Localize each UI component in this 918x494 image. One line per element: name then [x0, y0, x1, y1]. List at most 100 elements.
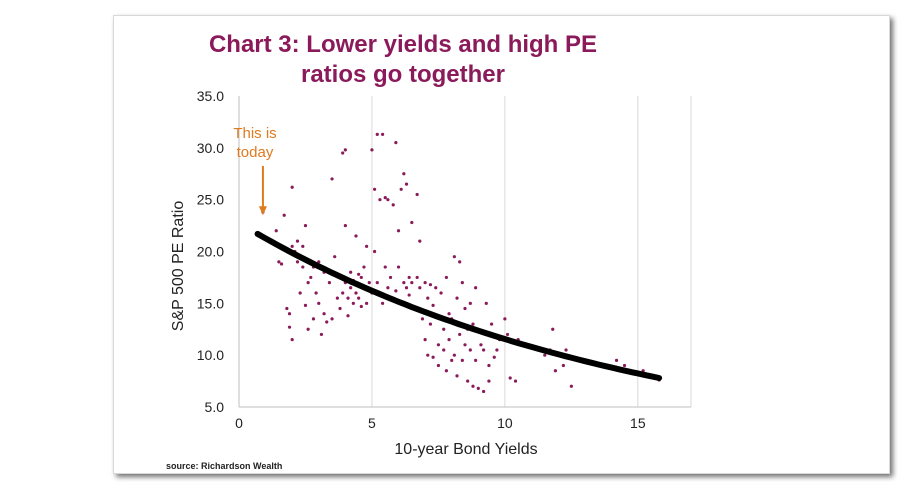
scatter-point [295, 239, 300, 243]
y-tick-label: 25.0 [197, 192, 224, 208]
scatter-point [569, 384, 573, 388]
scatter-point [482, 389, 486, 394]
scatter-point [295, 260, 300, 264]
scatter-point [285, 306, 289, 311]
scatter-point [487, 379, 491, 383]
chart: Chart 3: Lower yields and high PE ratios… [166, 31, 692, 471]
scatter-point [373, 249, 377, 254]
scatter-point [543, 353, 547, 357]
y-tick-label: 20.0 [197, 244, 224, 260]
scatter-point [431, 355, 435, 359]
scatter-point [341, 291, 345, 295]
scatter-point [442, 348, 446, 352]
scatter-point [468, 301, 472, 305]
scatter-point [503, 317, 507, 321]
scatter-point [349, 286, 353, 290]
scatter-point [279, 262, 284, 266]
scatter-point [370, 148, 374, 152]
scatter-point [378, 198, 382, 202]
annotation-line-2: today [237, 144, 274, 161]
scatter-point [426, 353, 430, 357]
scatter-point [341, 151, 345, 155]
scatter-point [319, 332, 324, 337]
scatter-point [561, 363, 565, 368]
scatter-point [452, 353, 456, 357]
scatter-point [553, 369, 557, 373]
scatter-point [399, 187, 403, 191]
scatter-point [375, 132, 379, 136]
scatter-point [325, 320, 329, 324]
scatter-point [301, 244, 305, 248]
scatter-point [415, 192, 419, 197]
scatter-point [423, 281, 427, 285]
scatter-points [261, 132, 661, 394]
x-tick-label: 15 [630, 415, 646, 431]
scatter-point [622, 363, 627, 368]
scatter-point [442, 327, 446, 331]
scatter-point [428, 322, 433, 326]
scatter-point [314, 291, 318, 295]
x-tick-label: 0 [235, 415, 243, 431]
scatter-point [386, 198, 390, 202]
scatter-point [287, 325, 292, 329]
scatter-point [303, 303, 308, 308]
scatter-point [343, 223, 347, 228]
scatter-point [335, 296, 339, 300]
scatter-point [407, 293, 411, 297]
scatter-point [487, 363, 491, 368]
scatter-point [482, 348, 486, 352]
scatter-point [380, 132, 385, 136]
scatter-point [394, 141, 398, 145]
scatter-point [396, 265, 401, 269]
scatter-point [564, 348, 568, 352]
scatter-point [466, 379, 470, 383]
scatter-point [415, 275, 419, 280]
chart-card: Chart 3: Lower yields and high PE ratios… [113, 15, 890, 474]
y-tick-label: 35.0 [197, 88, 224, 104]
scatter-point [452, 255, 456, 259]
scatter-point [404, 286, 409, 290]
scatter-point [484, 301, 488, 305]
scatter-point [444, 369, 448, 373]
scatter-point [447, 338, 451, 342]
scatter-point [614, 358, 619, 362]
scatter-point [287, 312, 292, 316]
axes: 5.0 10.0 15.0 20.0 25.0 30.0 35.0 0 5 10 15 [197, 88, 691, 431]
scatter-point [444, 275, 448, 280]
scatter-point [290, 244, 294, 248]
scatter-point [423, 338, 427, 342]
scatter-point [391, 203, 395, 207]
scatter-point [513, 379, 518, 383]
scatter-point [290, 338, 294, 342]
scatter-point [474, 358, 478, 362]
scatter-point [373, 187, 377, 191]
scatter-point [410, 281, 414, 285]
y-tick-label: 10.0 [197, 347, 224, 363]
scatter-point [282, 213, 286, 217]
scatter-point [396, 229, 401, 233]
scatter-point [359, 275, 363, 280]
scatter-point [327, 281, 331, 285]
scatter-point [354, 291, 358, 295]
scatter-point [489, 322, 494, 326]
scatter-point [471, 384, 475, 388]
scatter-point [357, 296, 361, 300]
chart-title-line-2: ratios go together [301, 61, 505, 88]
x-tick-label: 10 [497, 415, 513, 431]
scatter-point [439, 291, 443, 295]
scatter-point [428, 283, 433, 287]
scatter-point [277, 260, 281, 264]
scatter-point [474, 286, 478, 290]
scatter-point [322, 312, 326, 316]
scatter-point [455, 296, 459, 300]
scatter-point [343, 148, 347, 152]
scatter-point [460, 281, 464, 285]
scatter-point [311, 317, 316, 321]
y-axis-label: S&P 500 PE Ratio [170, 201, 187, 332]
scatter-point [354, 234, 358, 238]
scatter-point [365, 301, 369, 305]
scatter-point [306, 281, 310, 285]
scatter-point [476, 386, 480, 390]
scatter-point [434, 286, 438, 290]
scatter-point [402, 172, 406, 176]
